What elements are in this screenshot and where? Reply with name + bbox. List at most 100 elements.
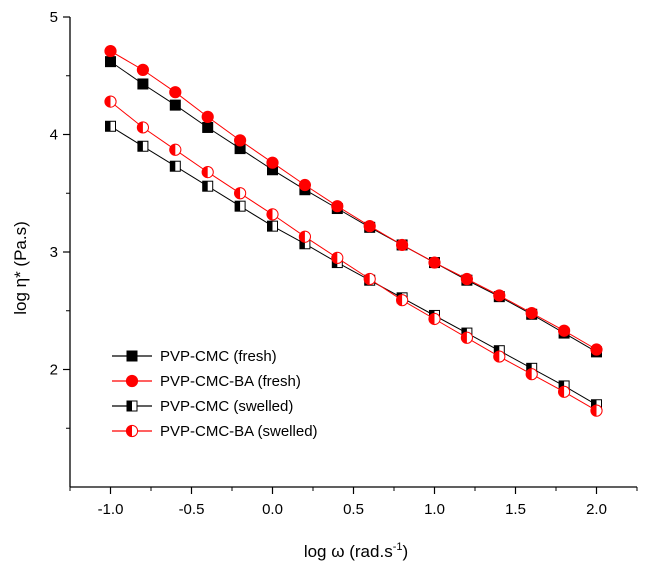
marker-circle-half-fill <box>169 144 176 156</box>
marker-circle <box>525 307 538 320</box>
data-point <box>460 331 473 344</box>
data-point <box>104 44 117 58</box>
marker-circle-half-fill <box>526 368 532 380</box>
x-axis-title-suffix: ) <box>402 542 408 561</box>
marker-circle <box>363 220 376 233</box>
x-axis-title-main: log ω (rad.s <box>304 542 393 561</box>
y-tick-label: 4 <box>50 127 58 144</box>
series-line <box>110 125 597 406</box>
marker-square-half-fill <box>202 181 208 192</box>
data-point <box>267 220 278 232</box>
legend-label: PVP-CMC-BA (swelled) <box>160 423 318 440</box>
x-axis-title-sup: -1 <box>393 541 403 553</box>
marker-circle <box>169 86 182 99</box>
legend-marker <box>125 424 139 438</box>
data-point <box>298 178 311 192</box>
legend-marker <box>126 400 138 412</box>
marker-circle <box>590 343 603 356</box>
marker-square-half-fill <box>127 401 132 411</box>
marker-circle-half-fill <box>396 294 403 306</box>
marker-circle <box>266 156 279 169</box>
series-4 <box>104 95 603 417</box>
marker-square-half-fill <box>526 363 532 374</box>
data-point <box>169 143 182 156</box>
series-layer <box>104 44 603 417</box>
marker-circle <box>298 178 311 192</box>
data-point <box>201 110 214 123</box>
marker-square <box>137 78 149 90</box>
marker-circle-half-fill <box>202 166 208 178</box>
marker-circle-half-fill <box>234 187 241 199</box>
series-line <box>110 61 597 353</box>
marker-circle-half-fill <box>126 425 132 437</box>
legend-marker <box>125 374 139 388</box>
legend-item-1: PVP-CMC (fresh) <box>112 348 277 365</box>
data-point <box>590 343 603 356</box>
data-point <box>396 238 409 252</box>
data-point <box>202 180 214 192</box>
data-point <box>105 56 116 68</box>
legend-marker <box>126 350 138 362</box>
legend-label: PVP-CMC (swelled) <box>160 398 293 415</box>
x-tick-label: 2.0 <box>586 501 607 518</box>
data-point <box>363 272 376 286</box>
data-point <box>137 78 149 90</box>
marker-square-half-fill <box>105 121 111 132</box>
data-point <box>137 140 149 152</box>
legend-label: PVP-CMC-BA (fresh) <box>160 373 301 390</box>
marker-square <box>202 121 214 133</box>
data-point <box>363 220 376 233</box>
marker-square-half-fill <box>494 345 500 356</box>
data-point <box>105 120 116 132</box>
data-point <box>234 187 247 200</box>
marker-circle-half-fill <box>493 350 500 363</box>
y-tick-label: 5 <box>50 9 58 26</box>
data-point <box>202 121 214 133</box>
legend-label: PVP-CMC (fresh) <box>160 348 277 365</box>
marker-circle-half-fill <box>364 273 370 285</box>
data-point <box>169 99 181 111</box>
marker-circle-half-fill <box>299 231 305 243</box>
marker-square <box>126 350 138 362</box>
data-point <box>428 312 441 326</box>
marker-square <box>105 56 116 68</box>
y-tick-label: 3 <box>50 244 58 261</box>
series-3 <box>105 120 602 411</box>
series-line <box>110 50 597 350</box>
marker-circle <box>460 272 473 286</box>
data-point <box>396 294 409 307</box>
data-point <box>525 307 538 320</box>
data-point <box>266 156 279 169</box>
x-tick-label: 0.5 <box>343 501 364 518</box>
data-point <box>136 63 149 76</box>
marker-circle <box>558 324 571 337</box>
marker-circle-half-fill <box>266 208 273 220</box>
legend: PVP-CMC (fresh) PVP-CMC-BA (fresh) PVP-CMC… <box>112 348 318 440</box>
legend-item-4: PVP-CMC-BA (swelled) <box>112 423 318 440</box>
data-point <box>169 86 182 99</box>
x-tick-label: 1.5 <box>505 501 526 518</box>
marker-circle <box>136 63 149 76</box>
plot-axes: -1.0 -0.5 0.0 0.5 1.0 1.5 2.0 2 3 4 5 <box>50 9 638 518</box>
marker-circle-half-fill <box>137 121 143 134</box>
x-axis-title: log ω (rad.s-1) <box>304 541 408 561</box>
marker-circle <box>201 110 214 123</box>
data-point <box>136 121 149 134</box>
marker-circle <box>331 200 344 213</box>
data-point <box>428 256 441 269</box>
marker-square-half-fill <box>559 380 565 391</box>
marker-square-half-fill <box>137 141 143 152</box>
legend-item-3: PVP-CMC (swelled) <box>112 398 293 415</box>
data-point <box>234 134 247 147</box>
series-2 <box>104 44 603 356</box>
data-point <box>266 208 279 221</box>
data-point <box>331 200 344 213</box>
marker-circle-half-fill <box>590 405 597 417</box>
marker-circle <box>428 256 441 269</box>
marker-circle-half-fill <box>428 313 435 325</box>
marker-circle <box>104 44 117 58</box>
marker-circle-half-fill <box>331 252 338 264</box>
data-point <box>201 166 214 179</box>
data-point <box>493 350 506 363</box>
